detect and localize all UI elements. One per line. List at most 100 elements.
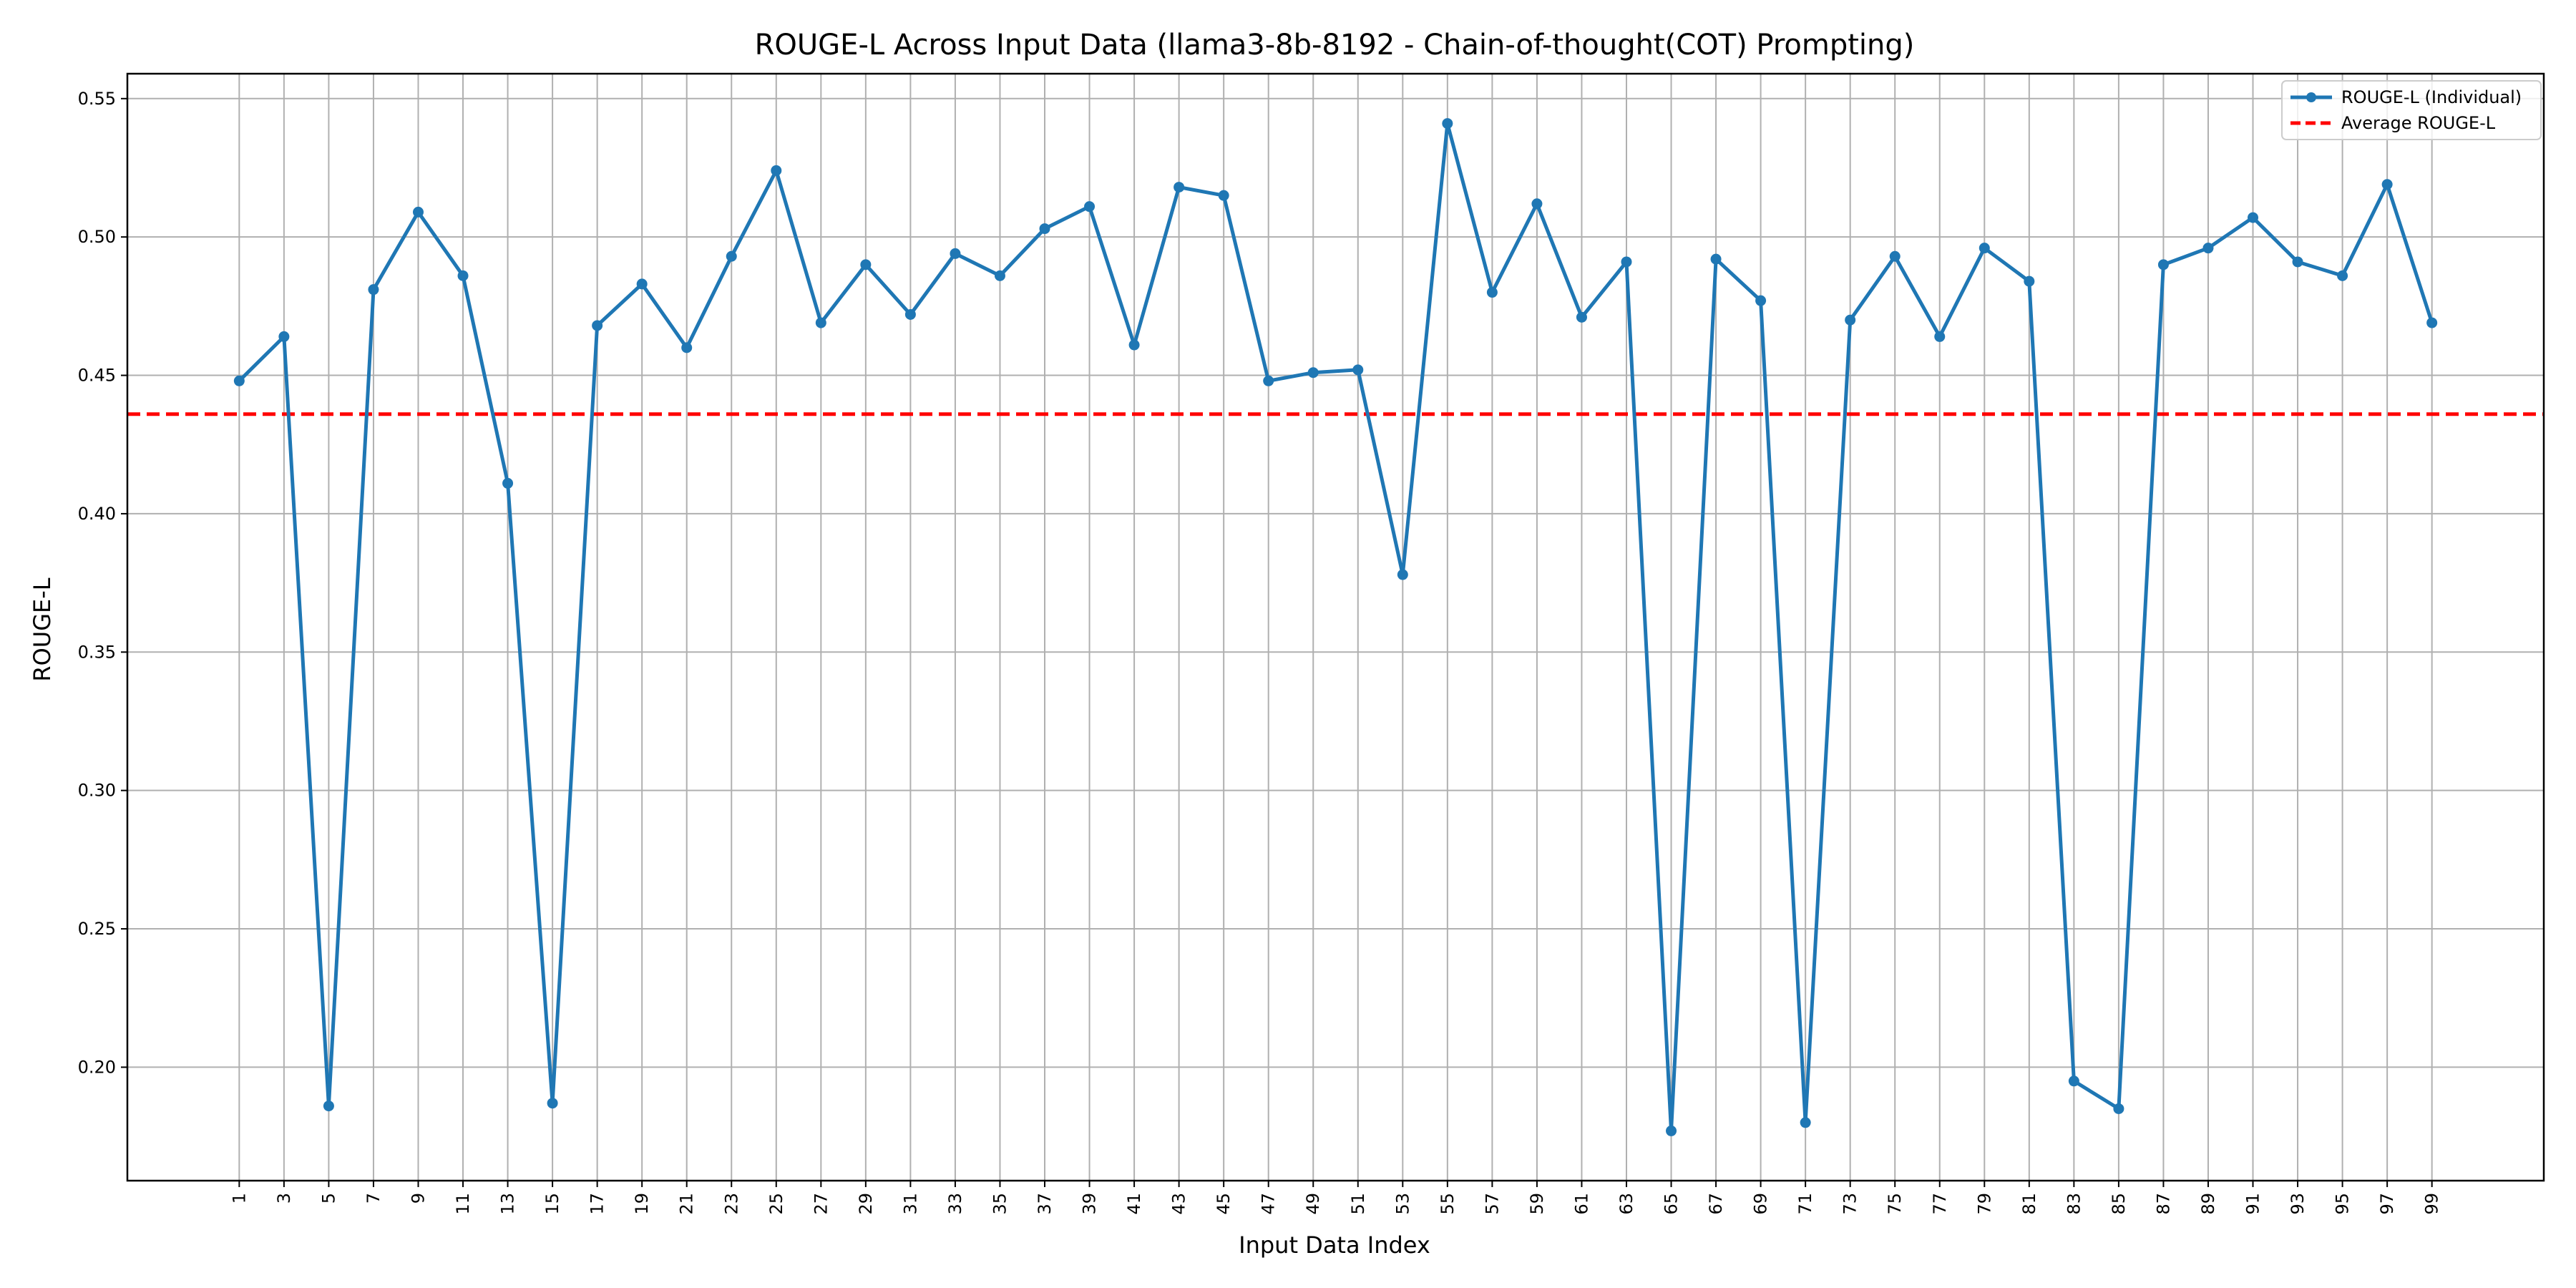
x-tick-label: 63 <box>1616 1193 1636 1215</box>
data-point <box>1845 314 1856 326</box>
x-tick-label: 23 <box>721 1193 741 1215</box>
x-axis-ticks: 1 3 5 7 9 11 13 15 17 19 21 23 25 27 29 31 33 35 37 39 41 43 4… <box>229 1181 2442 1215</box>
x-axis-label: Input Data Index <box>1239 1231 1430 1259</box>
x-tick-label: 69 <box>1751 1193 1771 1215</box>
data-point <box>1889 250 1901 262</box>
legend-box <box>2281 80 2542 140</box>
x-tick-label: 51 <box>1348 1193 1368 1215</box>
x-tick-label: 85 <box>2109 1193 2129 1215</box>
x-tick-label: 45 <box>1214 1193 1234 1215</box>
data-point <box>1263 375 1274 386</box>
x-tick-label: 41 <box>1124 1193 1144 1215</box>
data-point <box>1576 311 1587 323</box>
data-point <box>1666 1125 1677 1136</box>
x-tick-label: 47 <box>1259 1193 1279 1215</box>
chart-title: ROUGE-L Across Input Data (llama3-8b-819… <box>755 29 1915 62</box>
x-tick-label: 27 <box>811 1193 831 1215</box>
data-point <box>1128 339 1140 351</box>
data-point <box>1800 1117 1811 1128</box>
x-tick-label: 21 <box>677 1193 697 1215</box>
data-point <box>233 375 245 386</box>
x-tick-label: 33 <box>945 1193 965 1215</box>
y-axis-ticks: 0.20 0.25 0.30 0.35 0.40 0.45 0.50 0.55 <box>78 89 127 1077</box>
plot-frame <box>126 72 2545 1182</box>
data-point <box>592 320 603 331</box>
x-tick-label: 93 <box>2288 1193 2308 1215</box>
x-tick-label: 67 <box>1706 1193 1726 1215</box>
x-tick-label: 97 <box>2377 1193 2397 1215</box>
y-tick-label: 0.40 <box>78 504 116 524</box>
data-point <box>502 477 514 489</box>
x-tick-label: 37 <box>1035 1193 1055 1215</box>
x-tick-label: 79 <box>1974 1193 1994 1215</box>
data-point <box>2113 1103 2124 1114</box>
x-tick-label: 65 <box>1662 1193 1682 1215</box>
y-tick-label: 0.55 <box>78 89 116 109</box>
data-point <box>1397 569 1408 580</box>
legend-label-rouge-l: ROUGE-L (Individual) <box>2341 87 2522 107</box>
x-tick-label: 25 <box>766 1193 786 1215</box>
y-tick-label: 0.45 <box>78 366 116 386</box>
legend-label-average: Average ROUGE-L <box>2341 113 2496 133</box>
data-point <box>2381 179 2393 190</box>
x-tick-label: 55 <box>1438 1193 1458 1215</box>
data-point <box>1621 256 1632 268</box>
data-point <box>950 248 961 259</box>
data-point <box>1307 367 1319 379</box>
x-tick-label: 53 <box>1392 1193 1413 1215</box>
x-tick-label: 71 <box>1795 1193 1815 1215</box>
data-point <box>1442 118 1453 130</box>
data-point <box>278 331 290 342</box>
x-tick-label: 87 <box>2153 1193 2173 1215</box>
x-tick-label: 11 <box>453 1193 473 1215</box>
x-tick-label: 13 <box>498 1193 518 1215</box>
data-point <box>412 206 424 218</box>
data-point <box>1979 243 1990 254</box>
data-point <box>904 308 916 320</box>
series-line-rouge-l <box>237 122 2434 1133</box>
x-tick-label: 91 <box>2243 1193 2263 1215</box>
data-point <box>681 342 693 353</box>
x-tick-label: 83 <box>2064 1193 2084 1215</box>
data-point <box>2248 212 2259 223</box>
data-point <box>636 278 648 290</box>
data-point <box>368 284 379 296</box>
data-point <box>994 270 1005 281</box>
data-point <box>1531 198 1543 210</box>
x-tick-label: 5 <box>318 1193 338 1204</box>
x-tick-label: 59 <box>1527 1193 1547 1215</box>
x-tick-label: 7 <box>364 1193 384 1204</box>
x-tick-label: 75 <box>1885 1193 1905 1215</box>
y-tick-label: 0.30 <box>78 781 116 801</box>
series-layer <box>233 118 2438 1136</box>
data-point <box>726 250 737 262</box>
y-tick-label: 0.25 <box>78 919 116 939</box>
data-point <box>2202 243 2214 254</box>
x-tick-label: 81 <box>2019 1193 2039 1215</box>
x-tick-label: 43 <box>1169 1193 1189 1215</box>
x-tick-label: 99 <box>2422 1193 2442 1215</box>
data-point <box>2426 317 2438 328</box>
x-tick-label: 95 <box>2333 1193 2353 1215</box>
x-tick-label: 73 <box>1840 1193 1860 1215</box>
data-point <box>1934 331 1946 342</box>
data-point <box>771 165 782 176</box>
x-tick-label: 3 <box>274 1193 294 1204</box>
x-tick-label: 35 <box>990 1193 1010 1215</box>
data-point <box>1084 201 1096 213</box>
x-tick-label: 19 <box>632 1193 652 1215</box>
data-point <box>815 317 826 328</box>
x-tick-label: 61 <box>1571 1193 1591 1215</box>
x-tick-label: 17 <box>587 1193 608 1215</box>
x-tick-label: 77 <box>1930 1193 1950 1215</box>
data-point <box>2024 275 2035 287</box>
x-tick-label: 9 <box>408 1193 428 1204</box>
y-tick-label: 0.35 <box>78 642 116 662</box>
data-point <box>860 259 872 270</box>
data-point <box>1039 223 1050 235</box>
y-axis-label: ROUGE-L <box>29 577 56 681</box>
legend: ROUGE-L (Individual) Average ROUGE-L <box>2281 80 2542 140</box>
data-point <box>547 1098 558 1109</box>
data-point <box>1352 364 1364 376</box>
